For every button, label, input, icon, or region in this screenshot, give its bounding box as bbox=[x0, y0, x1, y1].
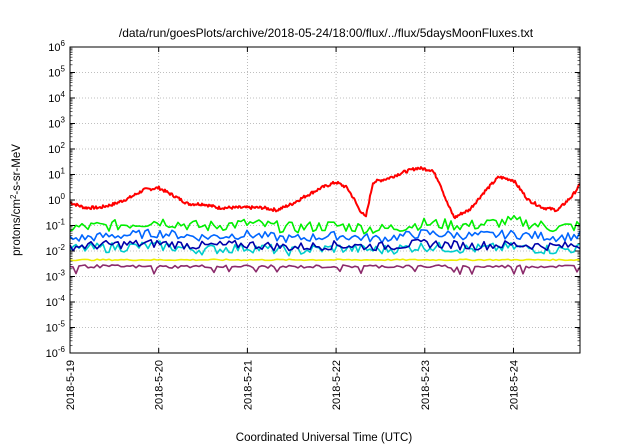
y-tick-exponent: 1 bbox=[61, 167, 66, 176]
y-tick-label: 102 bbox=[48, 141, 65, 156]
series-line-5 bbox=[69, 238, 581, 252]
y-tick-base: 10 bbox=[48, 195, 60, 207]
y-tick-label: 10-6 bbox=[46, 345, 66, 360]
y-tick-exponent: -3 bbox=[58, 269, 66, 278]
y-tick-labels: 10-610-510-410-310-210-11001011021031041… bbox=[46, 39, 66, 360]
y-tick-exponent: 3 bbox=[61, 116, 66, 125]
x-tick-label: 2018-5-24 bbox=[508, 360, 520, 410]
y-tick-exponent: 0 bbox=[61, 192, 66, 201]
series-line-7 bbox=[69, 264, 581, 275]
x-tick-label: 2018-5-21 bbox=[242, 360, 254, 410]
y-tick-exponent: 2 bbox=[61, 141, 66, 150]
y-tick-base: 10 bbox=[46, 297, 58, 309]
y-tick-base: 10 bbox=[46, 221, 58, 233]
x-axis-label: Coordinated Universal Time (UTC) bbox=[236, 432, 413, 444]
y-tick-exponent: -6 bbox=[58, 345, 66, 354]
y-tick-base: 10 bbox=[46, 246, 58, 258]
y-tick-label: 10-1 bbox=[46, 218, 66, 233]
x-tick-label: 2018-5-23 bbox=[420, 360, 432, 410]
y-tick-label: 10-3 bbox=[46, 269, 66, 284]
grid-lines bbox=[69, 47, 580, 353]
series-line-4 bbox=[69, 240, 581, 257]
y-tick-base: 10 bbox=[46, 323, 58, 335]
y-tick-label: 103 bbox=[48, 116, 65, 131]
series-layer bbox=[69, 166, 581, 275]
y-tick-exponent: 5 bbox=[61, 65, 66, 74]
y-tick-base: 10 bbox=[48, 119, 60, 131]
series-line-3 bbox=[69, 228, 581, 244]
y-tick-label: 105 bbox=[48, 65, 65, 80]
y-tick-base: 10 bbox=[46, 272, 58, 284]
series-line-1 bbox=[69, 166, 581, 220]
y-tick-base: 10 bbox=[46, 348, 58, 360]
y-axis-label-main: protons/cm bbox=[11, 199, 23, 256]
y-tick-exponent: 4 bbox=[61, 90, 66, 99]
y-tick-exponent: -2 bbox=[58, 243, 66, 252]
y-tick-label: 10-4 bbox=[46, 294, 66, 309]
x-tick-label: 2018-5-19 bbox=[65, 360, 77, 410]
x-tick-labels: 2018-5-19 2018-5-20 2018-5-21 2018-5-22 2018… bbox=[65, 360, 520, 410]
x-tick-label: 2018-5-22 bbox=[331, 360, 343, 410]
y-tick-label: 106 bbox=[48, 39, 65, 54]
y-tick-label: 10-5 bbox=[46, 320, 66, 335]
y-tick-label: 10-2 bbox=[46, 243, 66, 258]
chart-title: /data/run/goesPlots/archive/2018-05-24/1… bbox=[119, 26, 534, 40]
y-axis-label-sup: 2 bbox=[9, 194, 18, 199]
axis-ticks bbox=[69, 46, 580, 354]
y-tick-base: 10 bbox=[48, 170, 60, 182]
y-tick-base: 10 bbox=[48, 144, 60, 156]
y-tick-label: 104 bbox=[48, 90, 65, 105]
y-tick-base: 10 bbox=[48, 68, 60, 80]
y-tick-base: 10 bbox=[48, 93, 60, 105]
y-tick-label: 100 bbox=[48, 192, 65, 207]
series-line-2 bbox=[69, 214, 581, 235]
y-tick-exponent: -1 bbox=[58, 218, 66, 227]
y-tick-label: 101 bbox=[48, 167, 65, 182]
y-tick-exponent: -4 bbox=[58, 294, 66, 303]
y-axis-label-tail: -s-sr-MeV bbox=[11, 144, 23, 195]
y-tick-exponent: -5 bbox=[58, 320, 66, 329]
y-tick-base: 10 bbox=[48, 42, 60, 54]
y-tick-exponent: 6 bbox=[61, 39, 66, 48]
series-line-6 bbox=[69, 258, 581, 262]
x-tick-label: 2018-5-20 bbox=[154, 360, 166, 410]
y-axis-label: protons/cm2-s-sr-MeV bbox=[9, 144, 24, 256]
